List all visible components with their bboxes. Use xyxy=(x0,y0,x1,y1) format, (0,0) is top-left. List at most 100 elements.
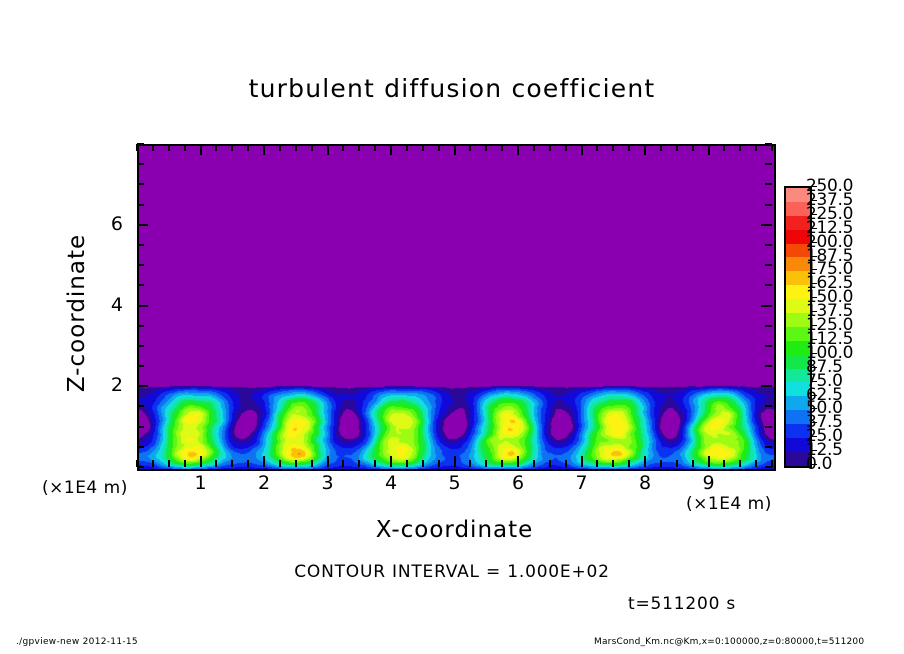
colorbar-band xyxy=(786,396,810,411)
y-tick-left xyxy=(137,426,144,428)
y-tick-left xyxy=(137,204,144,206)
x-tick-bottom xyxy=(438,460,440,467)
x-tick-bottom xyxy=(644,456,646,467)
x-tick-top xyxy=(533,144,535,151)
colorbar-band xyxy=(786,271,810,286)
colorbar-band xyxy=(786,285,810,300)
x-tick-bottom xyxy=(660,460,662,467)
colorbar-band xyxy=(786,424,810,439)
y-tick-right xyxy=(761,305,772,307)
x-tick-top xyxy=(422,144,424,151)
x-tick-top xyxy=(406,144,408,151)
colorbar-tick xyxy=(812,353,817,354)
x-tick-top xyxy=(660,144,662,151)
colorbar-tick-label: 100.0 xyxy=(806,342,854,363)
x-tick-bottom xyxy=(454,456,456,467)
x-tick-label: 4 xyxy=(384,472,398,494)
colorbar-tick-label: 250.0 xyxy=(806,176,854,196)
x-tick-bottom xyxy=(723,460,725,467)
colorbar-band xyxy=(786,354,810,369)
colorbar-tick-label: 12.5 xyxy=(806,440,843,461)
y-tick-right xyxy=(765,183,772,185)
x-tick-bottom xyxy=(422,460,424,467)
y-tick-right xyxy=(765,426,772,428)
colorbar-tick xyxy=(812,269,817,270)
x-tick-top xyxy=(676,144,678,151)
colorbar-tick xyxy=(812,297,817,298)
x-tick-label: 2 xyxy=(257,472,271,494)
colorbar-band xyxy=(786,313,810,327)
footer-source: MarsCond_Km.nc@Km,x=0:100000,z=0:80000,t… xyxy=(594,637,865,647)
colorbar-tick-label: 187.5 xyxy=(806,245,854,266)
x-tick-label: 6 xyxy=(511,472,525,494)
y-tick-right xyxy=(765,284,772,286)
x-tick-top xyxy=(374,144,376,151)
colorbar-tick xyxy=(812,186,817,187)
colorbar-tick-label: 0.0 xyxy=(806,454,833,474)
x-tick-bottom xyxy=(549,460,551,467)
colorbar-tick xyxy=(812,339,817,340)
colorbar-band xyxy=(786,368,810,383)
colorbar-tick-label: 37.5 xyxy=(806,412,843,433)
x-tick-bottom xyxy=(247,460,249,467)
x-tick-top xyxy=(469,144,471,151)
y-tick-right xyxy=(765,405,772,407)
colorbar-tick xyxy=(812,367,817,368)
x-tick-top xyxy=(771,144,773,151)
y-tick-label: 2 xyxy=(110,374,123,397)
colorbar-band xyxy=(786,326,810,341)
colorbar-tick-label: 175.0 xyxy=(806,259,854,280)
x-tick-top xyxy=(200,144,202,155)
colorbar-tick-label: 212.5 xyxy=(806,217,854,238)
y-tick-right xyxy=(765,325,772,327)
y-tick-left xyxy=(137,466,144,468)
colorbar-tick xyxy=(812,256,817,257)
colorbar-band xyxy=(786,188,810,202)
x-tick-top xyxy=(628,144,630,151)
x-tick-label: 3 xyxy=(321,472,334,494)
x-tick-top xyxy=(517,144,519,155)
x-tick-bottom xyxy=(692,460,694,467)
colorbar-tick-label: 237.5 xyxy=(806,189,854,210)
colorbar-tick-label: 225.0 xyxy=(806,203,854,224)
x-tick-top xyxy=(295,144,297,151)
colorbar-band xyxy=(786,299,810,314)
colorbar-tick xyxy=(812,242,817,243)
x-tick-top xyxy=(549,144,551,151)
x-tick-bottom xyxy=(311,460,313,467)
colorbar-tick xyxy=(812,214,817,215)
x-tick-label: 1 xyxy=(194,472,207,494)
x-tick-top xyxy=(723,144,725,151)
x-tick-bottom xyxy=(406,460,408,467)
x-tick-top xyxy=(644,144,646,155)
y-tick-right xyxy=(765,466,772,468)
x-tick-bottom xyxy=(739,460,741,467)
x-tick-top xyxy=(263,144,265,155)
x-tick-bottom xyxy=(358,460,360,467)
y-tick-left xyxy=(137,365,144,367)
x-tick-top xyxy=(279,144,281,151)
colorbar-tick-label: 112.5 xyxy=(806,328,854,349)
x-tick-bottom xyxy=(200,456,202,467)
colorbar-tick-label: 162.5 xyxy=(806,273,854,294)
y-tick-left xyxy=(137,325,144,327)
colorbar-tick xyxy=(812,422,817,423)
x-tick-top xyxy=(485,144,487,151)
x-tick-bottom xyxy=(184,460,186,467)
x-tick-top xyxy=(184,144,186,151)
x-tick-label: 8 xyxy=(638,472,652,494)
x-tick-top xyxy=(755,144,757,151)
page-title: turbulent diffusion coefficient xyxy=(248,74,656,103)
colorbar-band xyxy=(786,451,810,466)
y-tick-left xyxy=(137,224,148,226)
y-tick-right xyxy=(765,446,772,448)
x-tick-bottom xyxy=(676,460,678,467)
colorbar-tick-label: 25.0 xyxy=(806,426,843,447)
y-tick-left xyxy=(137,305,148,307)
y-tick-left xyxy=(137,143,144,145)
x-tick-bottom xyxy=(501,460,503,467)
x-tick-bottom xyxy=(342,460,344,467)
x-tick-label: 5 xyxy=(448,472,461,494)
colorbar-band xyxy=(786,382,810,397)
y-tick-left xyxy=(137,183,144,185)
